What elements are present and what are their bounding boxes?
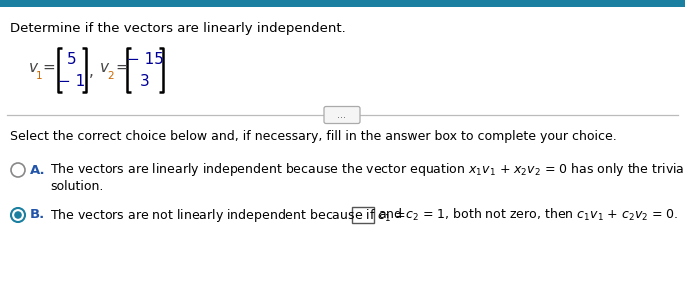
FancyBboxPatch shape [352, 207, 374, 223]
Text: solution.: solution. [50, 179, 103, 193]
Text: The vectors are linearly independent because the vector equation $x_1v_1$ + $x_2: The vectors are linearly independent bec… [50, 161, 685, 179]
Text: and $c_2$ = 1, both not zero, then $c_1v_1$ + $c_2v_2$ = 0.: and $c_2$ = 1, both not zero, then $c_1v… [378, 207, 678, 223]
Text: Select the correct choice below and, if necessary, fill in the answer box to com: Select the correct choice below and, if … [10, 130, 616, 143]
Text: 3: 3 [140, 74, 150, 89]
Text: ...: ... [338, 110, 347, 120]
Text: ,: , [89, 65, 94, 80]
Text: B.: B. [30, 208, 45, 222]
Text: 2: 2 [107, 71, 114, 81]
Text: A.: A. [30, 164, 46, 176]
Text: Determine if the vectors are linearly independent.: Determine if the vectors are linearly in… [10, 22, 346, 35]
Text: =: = [115, 60, 127, 74]
Text: =: = [42, 60, 55, 74]
Text: − 15: − 15 [127, 51, 164, 66]
Circle shape [14, 211, 22, 219]
Text: 1: 1 [36, 71, 42, 81]
Text: $v$: $v$ [28, 60, 39, 74]
Text: The vectors are not linearly independent because if $c_1$ =: The vectors are not linearly independent… [50, 207, 406, 223]
Text: $v$: $v$ [99, 60, 110, 74]
Bar [0, 0, 685, 7]
FancyBboxPatch shape [324, 106, 360, 123]
Text: 5: 5 [67, 51, 77, 66]
Text: − 1: − 1 [58, 74, 86, 89]
